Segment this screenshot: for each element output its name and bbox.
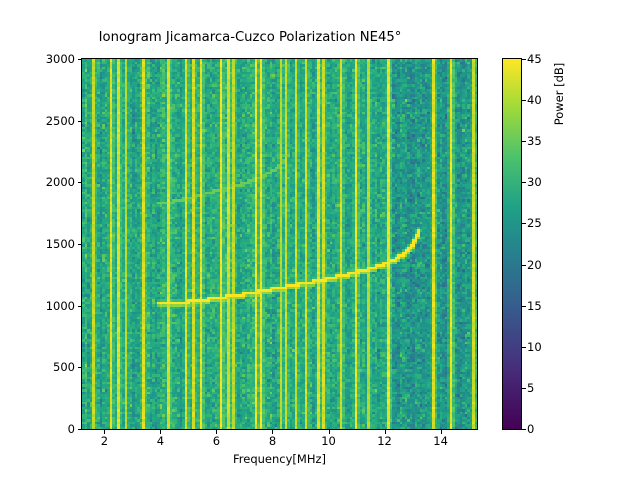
x-axis-label: Frequency[MHz] bbox=[233, 452, 326, 466]
colorbar-tick-mark bbox=[522, 264, 526, 266]
y-axis-tick-mark bbox=[77, 59, 81, 60]
y-axis-tick-mark bbox=[77, 120, 81, 122]
colorbar-tick-label: 5 bbox=[527, 380, 535, 395]
y-axis-tick-mark bbox=[77, 305, 81, 307]
colorbar-label: Power [dB] bbox=[552, 62, 566, 126]
colorbar-tick-label: 0 bbox=[527, 422, 535, 436]
y-axis-tick-label: 1500 bbox=[45, 237, 75, 251]
colorbar-tick-mark bbox=[522, 141, 526, 143]
x-axis-tick-mark bbox=[216, 430, 218, 434]
x-axis-tick-mark bbox=[104, 430, 106, 434]
x-axis-tick-mark bbox=[160, 430, 162, 434]
y-axis-tick-label: 0 bbox=[67, 422, 75, 436]
colorbar-tick-mark bbox=[522, 346, 526, 348]
y-axis-tick-mark bbox=[77, 429, 81, 430]
y-axis-tick-mark bbox=[77, 244, 81, 245]
x-axis-tick-mark bbox=[328, 430, 330, 434]
x-axis-tick-label: 10 bbox=[321, 434, 336, 448]
colorbar-tick-mark bbox=[522, 223, 526, 225]
colorbar-tick-mark bbox=[522, 429, 526, 430]
x-axis-tick-mark bbox=[440, 430, 442, 434]
x-axis-tick-mark bbox=[272, 430, 274, 434]
y-axis-tick-mark bbox=[77, 367, 81, 369]
ionogram-heatmap bbox=[82, 59, 477, 429]
colorbar bbox=[502, 58, 522, 430]
colorbar-tick-mark bbox=[522, 182, 526, 184]
colorbar-tick-label: 10 bbox=[527, 339, 542, 354]
colorbar-tick-label: 15 bbox=[527, 298, 542, 313]
colorbar-tick-label: 45 bbox=[527, 52, 542, 66]
x-axis-tick-label: 8 bbox=[268, 434, 277, 448]
chart-title-line-1: Ionogram Jicamarca-Cuzco Polarization NE… bbox=[98, 30, 402, 45]
x-axis-tick-label: 14 bbox=[433, 434, 448, 448]
colorbar-tick-mark bbox=[522, 100, 526, 102]
colorbar-tick-mark bbox=[522, 59, 526, 60]
y-axis-tick-label: 1000 bbox=[45, 298, 75, 313]
y-axis-tick-label: 2500 bbox=[45, 113, 75, 128]
ionogram-plot-area bbox=[81, 58, 478, 430]
x-axis-tick-label: 6 bbox=[212, 434, 221, 448]
colorbar-tick-label: 20 bbox=[527, 257, 542, 272]
x-axis-tick-mark bbox=[384, 430, 386, 434]
x-axis-tick-label: 2 bbox=[100, 434, 109, 448]
y-axis-tick-label: 3000 bbox=[45, 52, 75, 66]
y-axis-tick-label: 500 bbox=[53, 360, 75, 375]
colorbar-tick-label: 25 bbox=[527, 216, 542, 231]
x-axis-tick-label: 4 bbox=[156, 434, 165, 448]
colorbar-tick-label: 35 bbox=[527, 134, 542, 149]
colorbar-tick-mark bbox=[522, 305, 526, 307]
y-axis-tick-label: 2000 bbox=[45, 175, 75, 190]
colorbar-tick-mark bbox=[522, 387, 526, 389]
colorbar-tick-label: 40 bbox=[527, 93, 542, 108]
colorbar-tick-label: 30 bbox=[527, 175, 542, 190]
x-axis-tick-label: 12 bbox=[377, 434, 392, 448]
y-axis-tick-mark bbox=[77, 182, 81, 184]
